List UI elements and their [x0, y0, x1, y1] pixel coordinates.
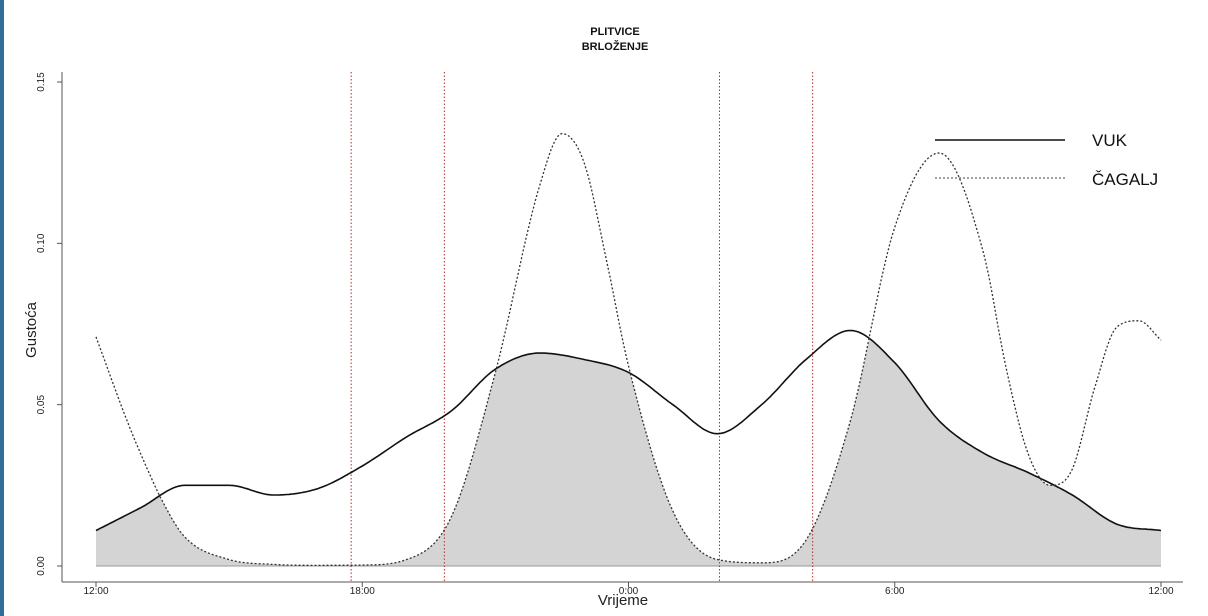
- vertical-reference-lines: [350, 72, 814, 582]
- overlap-area: [96, 339, 1161, 566]
- chart-title-line1: PLITVICE: [590, 26, 640, 38]
- x-tick-label: 18:00: [350, 586, 375, 597]
- y-axis-label: Gustoća: [23, 301, 40, 358]
- x-axis-label: Vrijeme: [598, 592, 648, 609]
- legend-label-cagalj: ČAGALJ: [1092, 170, 1158, 189]
- x-axis-ticks: 12:00 18:00 0:00 6:00 12:00: [83, 582, 1174, 597]
- y-tick-label: 0.10: [36, 233, 47, 253]
- y-tick-label: 0.15: [36, 72, 47, 92]
- left-border-strip: [0, 0, 4, 616]
- series-lines: [95, 132, 1162, 567]
- legend-label-vuk: VUK: [1092, 131, 1128, 150]
- x-tick-label: 12:00: [83, 586, 108, 597]
- x-tick-label: 0:00: [619, 586, 639, 597]
- overlap-shading: [96, 339, 1161, 567]
- series-line-vuk: [95, 329, 1162, 532]
- x-tick-label: 12:00: [1148, 586, 1173, 597]
- y-tick-label: 0.05: [36, 395, 47, 415]
- y-tick-label: 0.00: [36, 556, 47, 576]
- legend: VUK ČAGALJ: [935, 131, 1158, 189]
- y-axis-ticks: 0.00 0.05 0.10 0.15: [36, 72, 62, 576]
- chart-title-line2: BRLOŽENJE: [582, 40, 649, 53]
- series-line-cagalj: [95, 132, 1162, 567]
- x-tick-label: 6:00: [885, 586, 905, 597]
